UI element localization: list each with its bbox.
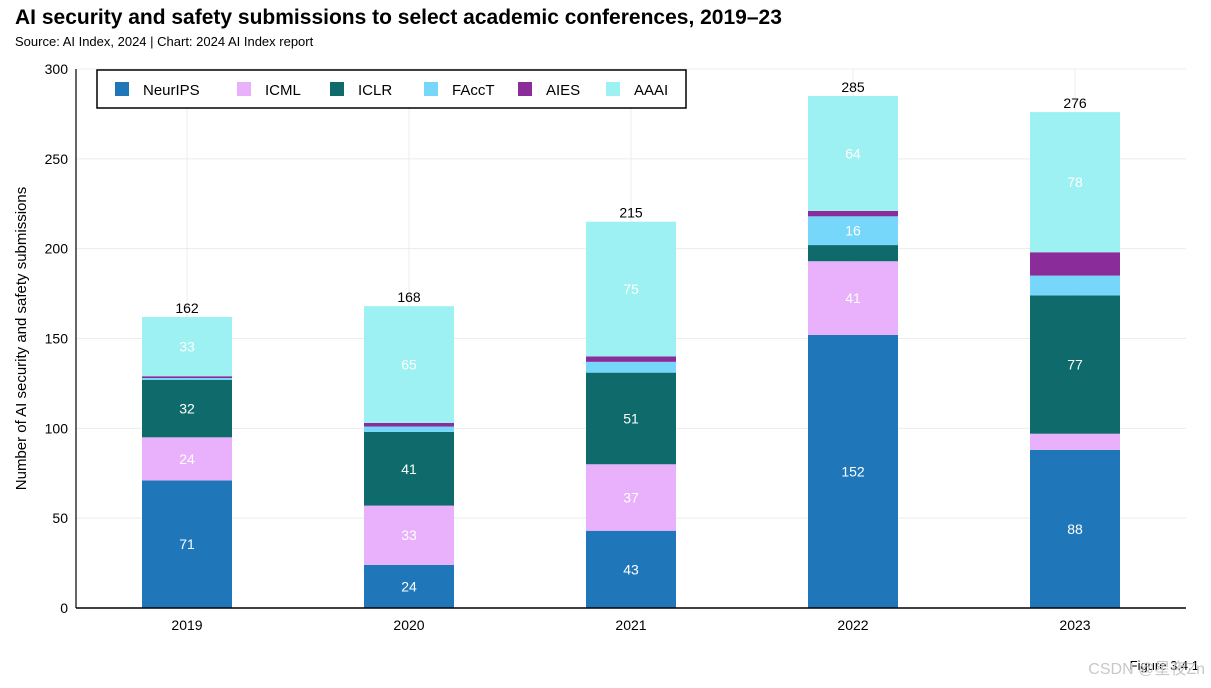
bar-segment-aies (364, 422, 454, 427)
bar-segment-iclr (1030, 295, 1120, 434)
x-tick-label: 2021 (615, 617, 646, 633)
legend-swatch (518, 82, 532, 96)
bar-segment-icml (142, 437, 232, 481)
bar-segment-aaai (586, 221, 676, 357)
x-tick-label: 2023 (1059, 617, 1090, 633)
axes: 0 50 100 150 200 250 300 Number of AI security … (13, 61, 1186, 633)
bar-segment-aaai (808, 95, 898, 211)
y-axis-title: Number of AI security and safety submiss… (13, 187, 30, 490)
x-tick-label: 2019 (171, 617, 202, 633)
legend-item-aies: AIES (518, 82, 580, 99)
data-label: 78 (1067, 174, 1083, 190)
y-tick-label: 150 (45, 331, 69, 347)
data-label: 33 (179, 339, 195, 355)
data-label: 88 (1067, 521, 1083, 537)
data-label: 24 (401, 578, 417, 594)
legend-label: ICLR (358, 82, 392, 99)
watermark: CSDN @星夜Zn (1088, 661, 1205, 678)
legend-swatch (115, 82, 129, 96)
legend-label: AAAI (634, 82, 668, 99)
total-label: 162 (175, 300, 199, 316)
bar-segment-icml (808, 261, 898, 335)
bar-segment-neurips (1030, 449, 1120, 608)
total-label: 276 (1063, 95, 1087, 111)
bar-segment-facct (586, 361, 676, 373)
data-label: 41 (401, 461, 417, 477)
legend-label: FAccT (452, 82, 495, 99)
bar-segment-icml (1030, 433, 1120, 450)
legend: NeurIPS ICML ICLR FAccT AIES AAAI (96, 69, 687, 109)
y-tick-label: 200 (45, 241, 69, 257)
bar-segment-neurips (808, 334, 898, 608)
y-tick-label: 100 (45, 420, 69, 436)
bar-segment-neurips (586, 530, 676, 608)
data-label: 24 (179, 451, 195, 467)
legend-label: ICML (265, 82, 301, 99)
bar-segment-aaai (364, 306, 454, 423)
legend-item-neurips: NeurIPS (115, 82, 200, 99)
x-tick-label: 2020 (393, 617, 424, 633)
data-label: 77 (1067, 357, 1083, 373)
total-label: 168 (397, 289, 421, 305)
data-label: 33 (401, 527, 417, 543)
legend-label: AIES (546, 82, 580, 99)
bar-segment-icml (364, 505, 454, 565)
legend-item-iclr: ICLR (330, 82, 392, 99)
x-tick-label: 2022 (837, 617, 868, 633)
data-label: 64 (845, 145, 861, 161)
legend-label: NeurIPS (143, 82, 200, 99)
bar-segment-aaai (142, 316, 232, 377)
data-label: 71 (179, 536, 195, 552)
bar-segment-iclr (586, 372, 676, 465)
legend-item-aaai: AAAI (606, 82, 668, 99)
bar-segment-facct (364, 426, 454, 432)
data-label: 16 (845, 223, 861, 239)
chart-subtitle: Source: AI Index, 2024 | Chart: 2024 AI … (15, 34, 314, 49)
legend-swatch (237, 82, 251, 96)
total-label: 215 (619, 205, 643, 221)
legend-swatch (424, 82, 438, 96)
bar-segment-facct (1030, 275, 1120, 296)
data-label: 75 (623, 281, 639, 297)
data-label: 152 (841, 463, 865, 479)
legend-item-icml: ICML (237, 82, 301, 99)
bar-segment-iclr (142, 379, 232, 438)
bar-segment-neurips (364, 564, 454, 608)
y-tick-label: 250 (45, 151, 69, 167)
data-label: 65 (401, 357, 417, 373)
legend-box (96, 69, 687, 109)
bar-segment-aaai (1030, 112, 1120, 253)
bar-segment-aies (808, 210, 898, 217)
y-tick-label: 0 (60, 600, 68, 616)
data-label: 41 (845, 290, 861, 306)
legend-swatch (330, 82, 344, 96)
chart-title: AI security and safety submissions to se… (15, 6, 782, 29)
legend-swatch (606, 82, 620, 96)
bar-segment-facct (142, 378, 232, 380)
bar-segment-aies (142, 376, 232, 379)
y-tick-label: 300 (45, 61, 69, 77)
y-tick-label: 50 (52, 510, 68, 526)
data-label: 43 (623, 561, 639, 577)
bar-segment-neurips (142, 480, 232, 608)
bar-segment-iclr (808, 245, 898, 262)
data-label: 32 (179, 401, 195, 417)
bar-segment-aies (1030, 252, 1120, 276)
bar-segment-icml (586, 464, 676, 531)
data-label: 37 (623, 490, 639, 506)
legend-item-facct: FAccT (424, 82, 495, 99)
bar-segment-aies (586, 356, 676, 362)
data-label: 51 (623, 410, 639, 426)
total-label: 285 (841, 79, 865, 95)
bar-segment-facct (808, 216, 898, 246)
bar-segment-iclr (364, 431, 454, 506)
bars: 71 24 32 33 162 24 33 41 65 168 43 37 51 75 215 152 41 16… (142, 79, 1120, 608)
figure-label: Figure 3.4.1 (1129, 658, 1199, 673)
